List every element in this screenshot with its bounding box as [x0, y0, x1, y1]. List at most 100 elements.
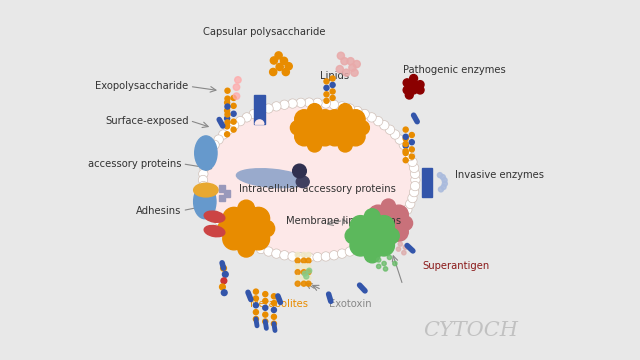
- Circle shape: [256, 244, 266, 254]
- Circle shape: [221, 290, 227, 296]
- Circle shape: [301, 252, 307, 257]
- Circle shape: [263, 319, 268, 324]
- Circle shape: [410, 163, 419, 172]
- Ellipse shape: [204, 211, 225, 222]
- Circle shape: [364, 247, 380, 263]
- Circle shape: [313, 98, 322, 108]
- Circle shape: [403, 141, 408, 147]
- Circle shape: [367, 113, 376, 122]
- Circle shape: [330, 100, 339, 109]
- Circle shape: [198, 169, 208, 179]
- Circle shape: [396, 247, 401, 251]
- Circle shape: [403, 205, 412, 214]
- Circle shape: [280, 100, 289, 109]
- Circle shape: [441, 184, 446, 189]
- Circle shape: [236, 117, 245, 126]
- Circle shape: [342, 69, 350, 76]
- Circle shape: [242, 113, 252, 122]
- Circle shape: [373, 235, 394, 256]
- Circle shape: [271, 294, 276, 299]
- Circle shape: [207, 205, 216, 214]
- Circle shape: [364, 209, 380, 225]
- Circle shape: [307, 268, 312, 273]
- Circle shape: [410, 181, 420, 191]
- Circle shape: [229, 230, 239, 239]
- Circle shape: [225, 96, 230, 101]
- Circle shape: [405, 91, 413, 99]
- Circle shape: [210, 211, 220, 220]
- Circle shape: [374, 234, 383, 243]
- Circle shape: [324, 92, 329, 97]
- Circle shape: [442, 178, 447, 183]
- Circle shape: [223, 207, 245, 230]
- Circle shape: [225, 112, 230, 117]
- Ellipse shape: [204, 225, 225, 237]
- Circle shape: [236, 234, 245, 243]
- Circle shape: [373, 216, 394, 237]
- Circle shape: [218, 220, 234, 237]
- Circle shape: [264, 247, 273, 256]
- Circle shape: [313, 252, 322, 262]
- Circle shape: [393, 261, 397, 266]
- Circle shape: [403, 150, 408, 156]
- Circle shape: [440, 175, 445, 180]
- Circle shape: [295, 281, 300, 286]
- Circle shape: [341, 58, 348, 65]
- Circle shape: [304, 274, 309, 279]
- Circle shape: [330, 95, 335, 100]
- Circle shape: [390, 130, 400, 139]
- Text: Membrane lipoproteins: Membrane lipoproteins: [286, 216, 401, 226]
- Circle shape: [242, 238, 252, 247]
- Circle shape: [253, 289, 259, 294]
- Circle shape: [285, 63, 292, 70]
- Circle shape: [330, 76, 335, 81]
- Circle shape: [264, 104, 273, 113]
- Circle shape: [271, 314, 276, 319]
- Circle shape: [231, 103, 236, 108]
- Circle shape: [308, 138, 322, 152]
- Circle shape: [416, 81, 424, 89]
- Circle shape: [249, 241, 259, 251]
- Circle shape: [389, 205, 408, 224]
- Circle shape: [403, 134, 408, 139]
- Circle shape: [247, 228, 269, 250]
- Circle shape: [380, 121, 389, 130]
- Circle shape: [403, 158, 408, 163]
- Text: accessory proteins: accessory proteins: [88, 159, 181, 169]
- Circle shape: [403, 127, 408, 132]
- Circle shape: [345, 104, 355, 113]
- Circle shape: [272, 249, 281, 258]
- Circle shape: [399, 216, 413, 230]
- Circle shape: [306, 264, 311, 269]
- Circle shape: [294, 110, 314, 129]
- Circle shape: [403, 143, 408, 148]
- Circle shape: [253, 296, 259, 301]
- Circle shape: [225, 124, 230, 129]
- Circle shape: [369, 222, 387, 241]
- Circle shape: [238, 240, 255, 257]
- Circle shape: [338, 104, 352, 118]
- Ellipse shape: [194, 185, 216, 219]
- Text: Metabolites: Metabolites: [250, 299, 308, 309]
- Circle shape: [288, 252, 297, 261]
- Circle shape: [221, 278, 227, 284]
- Circle shape: [219, 221, 228, 230]
- Circle shape: [337, 249, 347, 258]
- Circle shape: [301, 270, 307, 275]
- Circle shape: [337, 102, 347, 111]
- Circle shape: [225, 104, 230, 109]
- Circle shape: [263, 298, 268, 303]
- Circle shape: [349, 64, 356, 71]
- Text: Adhesins: Adhesins: [136, 206, 181, 216]
- Circle shape: [306, 258, 311, 263]
- Circle shape: [321, 252, 330, 261]
- Circle shape: [305, 98, 314, 107]
- Circle shape: [389, 222, 408, 241]
- Circle shape: [350, 216, 371, 237]
- Circle shape: [403, 86, 411, 94]
- Circle shape: [324, 85, 329, 90]
- Circle shape: [256, 106, 266, 116]
- Circle shape: [442, 181, 447, 186]
- Circle shape: [271, 307, 276, 312]
- Circle shape: [296, 252, 305, 262]
